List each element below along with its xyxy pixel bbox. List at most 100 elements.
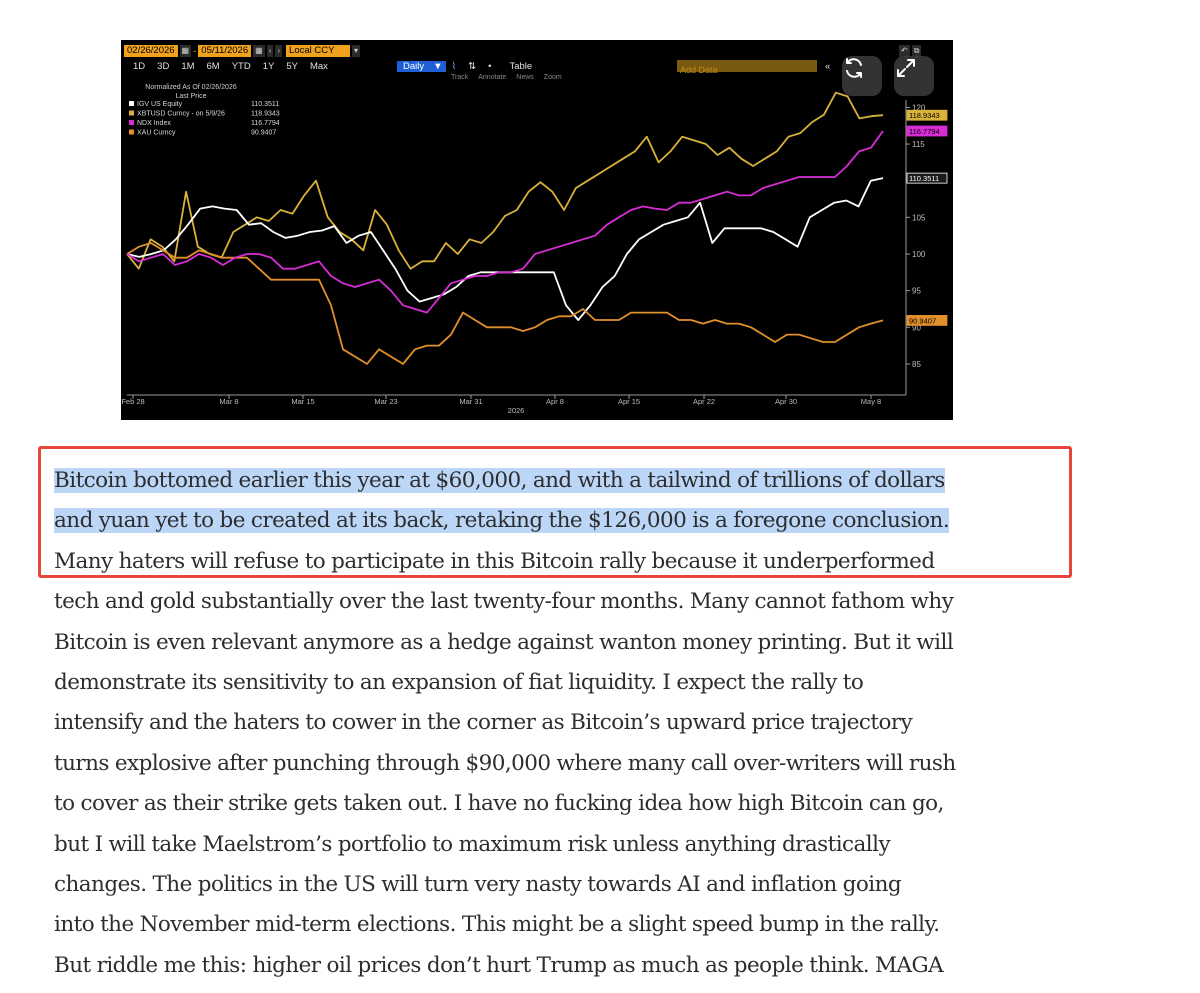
table-button[interactable]: Table — [509, 60, 533, 72]
highlighted-text: Bitcoin bottomed earlier this year at $6… — [54, 468, 945, 493]
period-option[interactable]: 1D — [133, 60, 146, 72]
legend-entry: XAU Curncy — [137, 130, 176, 137]
paragraph-text: turns explosive after punching through $… — [54, 750, 956, 776]
x-tick-label: Mar 15 — [291, 397, 314, 406]
article-line: Many haters will refuse to participate i… — [54, 542, 1054, 582]
period-option[interactable]: 5Y — [286, 60, 298, 72]
period-selector: 1D 3D 1M 6M YTD 1Y 5Y Max — [127, 59, 334, 73]
x-tick-label: Apr 30 — [775, 397, 797, 406]
last-price-label: 90.9407 — [909, 316, 936, 325]
last-price-tag — [906, 172, 948, 184]
x-axis-label: 2026 — [508, 406, 525, 415]
chevron-down-icon[interactable]: ▾ — [352, 45, 361, 57]
article-line: into the November mid-term elections. Th… — [54, 905, 1054, 945]
y-tick-label: 115 — [912, 140, 925, 149]
x-tick-label: Feb 28 — [121, 397, 144, 406]
last-price-label: 118.9343 — [909, 111, 940, 120]
window-icon[interactable]: ⧉ — [911, 45, 922, 57]
chart-tools: Track Annotate News Zoom — [451, 74, 562, 81]
legend-value: 110.3511 — [251, 101, 279, 108]
chart-tool-zoom[interactable]: Zoom — [543, 74, 562, 81]
paragraph-text: into the November mid-term elections. Th… — [54, 912, 940, 938]
x-tick-label: Mar 8 — [219, 397, 238, 406]
y-tick-label: 100 — [912, 250, 926, 259]
add-data-field[interactable]: Add Data — [677, 60, 817, 75]
y-tick-label: 95 — [912, 287, 921, 296]
highlighted-text: and yuan yet to be created at its back, … — [54, 508, 950, 534]
paragraph-text: but I will take Maelstrom’s portfolio to… — [54, 831, 891, 857]
period-option[interactable]: 1M — [181, 60, 195, 72]
paragraph-text: Many haters will refuse to participate i… — [54, 548, 935, 574]
legend-header: Normalized As Of 02/26/2026 — [145, 84, 237, 91]
series-line — [126, 177, 884, 321]
article-line: changes. The politics in the US will tur… — [54, 865, 1054, 905]
more-dot-icon[interactable]: • — [488, 60, 492, 72]
series-line — [126, 91, 884, 270]
legend-swatch — [129, 110, 134, 116]
expand-button[interactable] — [894, 56, 934, 96]
undo-icon[interactable]: ↶ — [899, 45, 910, 57]
calendar-icon[interactable]: ▦ — [179, 45, 192, 57]
frequency-group: Daily ▼ ⌇ ⇅ • Table — [397, 59, 538, 73]
series-line — [126, 130, 884, 314]
paragraph-text: demonstrate its sensitivity to an expans… — [54, 670, 864, 696]
article-line: demonstrate its sensitivity to an expans… — [54, 663, 1054, 703]
chart-image: 02/26/2026 ▦ - 05/11/2026 ▦ ‹ › Local CC… — [121, 40, 953, 420]
period-option[interactable]: Max — [309, 60, 328, 72]
period-option[interactable]: 3D — [157, 60, 170, 72]
x-tick-label: Apr 8 — [546, 397, 564, 406]
period-option[interactable]: 6M — [206, 60, 220, 72]
y-tick-label: 90 — [912, 323, 921, 332]
window-controls: ↶ ⧉ — [897, 44, 922, 58]
toolbar-right: « — [819, 59, 836, 73]
refresh-icon — [846, 58, 862, 78]
chart-tool-annotate[interactable]: Annotate — [478, 74, 507, 81]
legend-swatch — [129, 101, 134, 106]
article-line: Bitcoin is even relevant anymore as a he… — [54, 623, 1054, 663]
legend-entry: NDX Index — [137, 120, 171, 127]
legend-value: 116.7794 — [251, 120, 280, 127]
article-line: intensify and the haters to cower in the… — [54, 703, 1054, 743]
legend-entry: XBTUSD Curncy - on 5/9/26 — [137, 111, 225, 118]
legend-entry: IGV US Equity — [137, 101, 183, 108]
prev-arrow-icon[interactable]: ‹ — [266, 45, 274, 57]
next-arrow-icon[interactable]: › — [275, 45, 283, 57]
last-price-label: 110.3511 — [909, 174, 939, 183]
legend-swatch — [129, 120, 134, 125]
x-tick-label: May 8 — [861, 397, 881, 406]
chart-tool-news[interactable]: News — [516, 74, 534, 81]
period-option[interactable]: YTD — [231, 60, 251, 72]
last-price-tag — [906, 109, 948, 121]
chart-toolbar-dates: 02/26/2026 ▦ - 05/11/2026 ▦ ‹ › Local CC… — [121, 44, 361, 58]
paragraph-text: changes. The politics in the US will tur… — [54, 872, 902, 898]
x-tick-label: Apr 15 — [618, 397, 640, 406]
calendar-icon[interactable]: ▦ — [253, 45, 265, 57]
refresh-button[interactable] — [842, 56, 882, 96]
article-line: But riddle me this: higher oil prices do… — [54, 946, 1054, 986]
currency-select[interactable]: Local CCY — [286, 45, 351, 57]
article-line: Bitcoin bottomed earlier this year at $6… — [54, 461, 1054, 501]
paragraph-text: Bitcoin is even relevant anymore as a he… — [54, 629, 954, 655]
legend-swatch — [129, 129, 134, 135]
chevron-down-icon[interactable]: ▼ — [430, 60, 446, 72]
article-line: to cover as their strike gets taken out.… — [54, 784, 1054, 824]
y-tick-label: 85 — [912, 360, 921, 369]
line-chart-icon[interactable]: ⌇ — [451, 60, 457, 72]
collapse-icon[interactable]: « — [825, 60, 831, 72]
article-line: turns explosive after punching through $… — [54, 744, 1054, 784]
legend-value: 90.9407 — [251, 130, 276, 137]
frequency-select[interactable]: Daily — [397, 60, 431, 72]
last-price-tag — [906, 315, 948, 326]
article-line: and yuan yet to be created at its back, … — [54, 501, 1054, 541]
chart-tool-track[interactable]: Track — [451, 74, 469, 81]
series-line — [126, 242, 884, 365]
article-line: but I will take Maelstrom’s portfolio to… — [54, 825, 1054, 865]
legend-subheader: Last Price — [175, 93, 206, 100]
x-tick-label: Mar 31 — [459, 397, 482, 406]
end-date-field[interactable]: 05/11/2026 — [198, 45, 252, 57]
x-tick-label: Apr 22 — [693, 397, 715, 406]
period-option[interactable]: 1Y — [262, 60, 275, 72]
bar-style-icon[interactable]: ⇅ — [468, 60, 477, 72]
start-date-field[interactable]: 02/26/2026 — [124, 45, 178, 57]
